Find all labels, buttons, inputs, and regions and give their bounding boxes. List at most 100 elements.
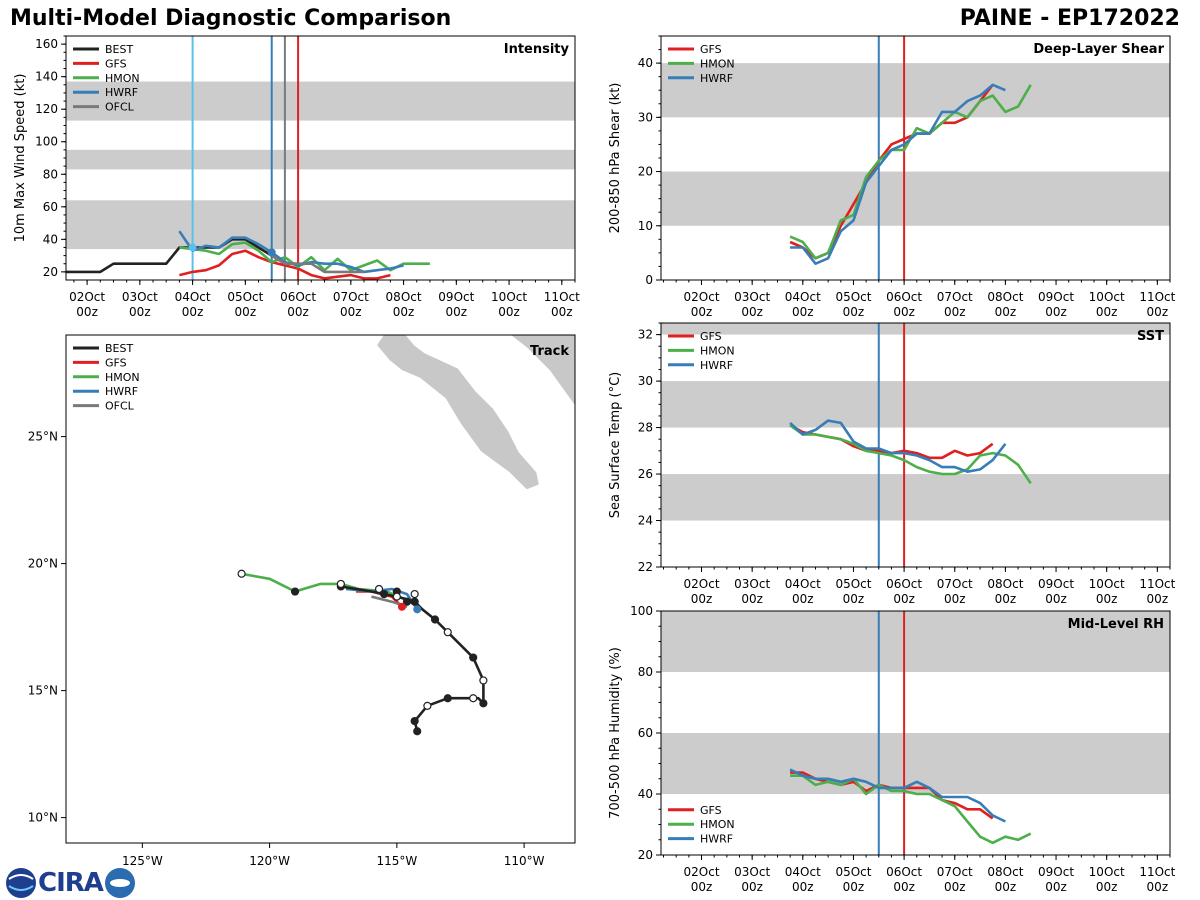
threshold-band [66, 81, 575, 121]
best-track-point [479, 676, 488, 685]
x-tick-sublabel: 00z [843, 880, 865, 894]
lat-tick-label: 20°N [28, 557, 58, 571]
x-tick-label: 04Oct [785, 577, 821, 591]
legend-label: HMON [700, 344, 735, 357]
x-tick-sublabel: 00z [893, 305, 915, 319]
x-tick-sublabel: 00z [792, 592, 814, 606]
series-hmon [789, 424, 1032, 485]
marker-point [188, 243, 197, 252]
track-plot-area [237, 335, 575, 736]
y-tick-label: 120 [35, 102, 58, 116]
sst-frame [660, 322, 1171, 568]
x-tick-label: 02Oct [684, 577, 720, 591]
rh-panel: 2040608010002Oct00z03Oct00z04Oct00z05Oct… [608, 604, 1176, 894]
x-tick-label: 02Oct [69, 290, 105, 304]
y-tick-label: 160 [35, 37, 58, 51]
best-track-point [423, 701, 432, 710]
y-tick-label: 40 [638, 787, 653, 801]
x-tick-sublabel: 00z [446, 305, 468, 319]
x-tick-sublabel: 00z [1096, 305, 1118, 319]
x-tick-sublabel: 00z [944, 592, 966, 606]
legend-label: GFS [700, 43, 722, 56]
y-tick-label: 100 [630, 604, 653, 618]
x-tick-sublabel: 00z [792, 880, 814, 894]
lat-tick-label: 10°N [28, 811, 58, 825]
y-tick-label: 40 [43, 232, 58, 246]
y-tick-label: 80 [638, 665, 653, 679]
x-tick-sublabel: 00z [182, 305, 204, 319]
x-tick-sublabel: 00z [1045, 880, 1067, 894]
main-title: Multi-Model Diagnostic Comparison [10, 6, 452, 31]
y-tick-label: 140 [35, 70, 58, 84]
panel-title: Mid-Level RH [1068, 617, 1164, 632]
legend-label: BEST [105, 43, 133, 56]
series-hwrf [789, 768, 1006, 823]
legend-label: GFS [105, 57, 127, 70]
x-tick-label: 05Oct [835, 290, 871, 304]
shear-panel: 01020304002Oct00z03Oct00z04Oct00z05Oct00… [608, 35, 1176, 319]
x-tick-sublabel: 00z [995, 305, 1017, 319]
x-tick-label: 09Oct [438, 290, 474, 304]
x-tick-sublabel: 00z [741, 880, 763, 894]
threshold-band [66, 200, 575, 250]
globe-icon [6, 868, 36, 898]
x-tick-label: 10Oct [491, 290, 527, 304]
x-tick-label: 09Oct [1038, 290, 1074, 304]
legend-label: HWRF [700, 72, 733, 85]
x-tick-sublabel: 00z [498, 305, 520, 319]
storm-title: PAINE - EP172022 [959, 6, 1180, 31]
legend-label: GFS [105, 356, 127, 369]
best-track-point [410, 597, 419, 606]
x-tick-label: 07Oct [937, 290, 973, 304]
legend-label: GFS [700, 804, 722, 817]
x-tick-label: 09Oct [1038, 865, 1074, 879]
y-tick-label: 32 [638, 328, 653, 342]
x-tick-label: 03Oct [734, 290, 770, 304]
x-tick-label: 11Oct [544, 290, 580, 304]
y-tick-label: 60 [638, 726, 653, 740]
gfs-position-marker [397, 602, 406, 611]
x-tick-sublabel: 00z [1096, 880, 1118, 894]
lon-tick-label: 110°W [504, 854, 545, 868]
series-hwrf [789, 419, 1007, 474]
land-mass [509, 335, 575, 407]
legend-label: OFCL [105, 400, 135, 413]
panel-title: Deep-Layer Shear [1033, 42, 1164, 57]
x-tick-label: 05Oct [227, 290, 263, 304]
x-tick-sublabel: 00z [340, 305, 362, 319]
x-tick-label: 05Oct [835, 865, 871, 879]
x-tick-sublabel: 00z [235, 305, 257, 319]
x-tick-sublabel: 00z [792, 305, 814, 319]
x-tick-label: 03Oct [734, 865, 770, 879]
x-tick-label: 07Oct [333, 290, 369, 304]
panel-title: Intensity [504, 42, 570, 57]
y-tick-label: 20 [638, 165, 653, 179]
sst-panel: 22242628303202Oct00z03Oct00z04Oct00z05Oc… [608, 322, 1176, 606]
x-tick-label: 06Oct [886, 865, 922, 879]
series-ofcl [271, 254, 364, 274]
x-tick-sublabel: 00z [893, 592, 915, 606]
x-tick-label: 02Oct [684, 290, 720, 304]
marker-point [267, 248, 276, 257]
panel-title: SST [1137, 329, 1164, 344]
x-tick-sublabel: 00z [944, 880, 966, 894]
x-tick-sublabel: 00z [995, 592, 1017, 606]
legend-label: HMON [105, 371, 140, 384]
shear-plot-area [661, 36, 1170, 280]
x-tick-sublabel: 00z [1147, 305, 1169, 319]
x-tick-sublabel: 00z [944, 305, 966, 319]
satellite-icon [104, 868, 135, 898]
x-tick-sublabel: 00z [1147, 592, 1169, 606]
threshold-band [661, 323, 1170, 335]
best-track-point [413, 727, 422, 736]
best-track-point [410, 716, 419, 726]
x-tick-sublabel: 00z [995, 880, 1017, 894]
logo-text: CIRA [38, 868, 104, 898]
x-tick-label: 08Oct [987, 865, 1023, 879]
y-tick-label: 20 [43, 265, 58, 279]
intensity-panel: 2040608010012014016002Oct00z03Oct00z04Oc… [13, 35, 580, 319]
